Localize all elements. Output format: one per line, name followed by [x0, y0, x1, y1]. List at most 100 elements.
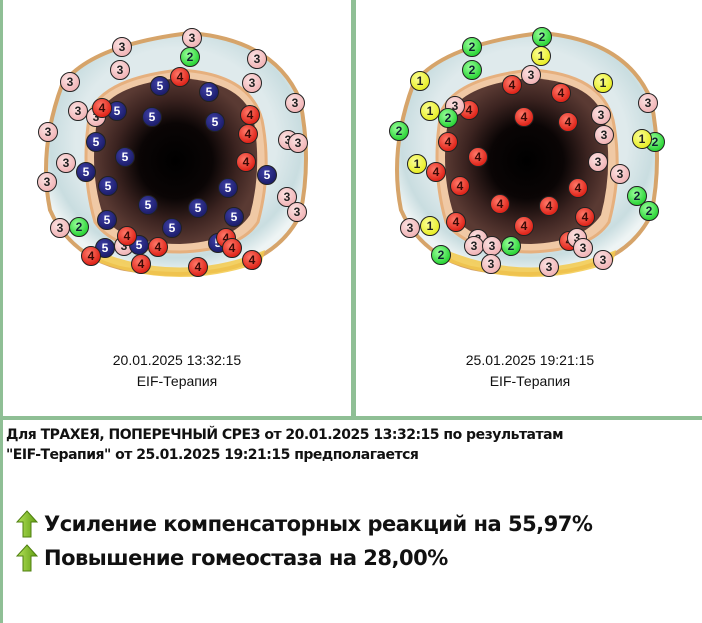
marker-level-4[interactable]: 4 [568, 178, 588, 198]
marker-level-3[interactable]: 3 [287, 202, 307, 222]
marker-level-2[interactable]: 2 [438, 108, 458, 128]
marker-level-4[interactable]: 4 [426, 162, 446, 182]
result-text-homeostasis: Повышение гомеостаза на 28,00% [44, 546, 448, 570]
marker-level-2[interactable]: 2 [431, 245, 451, 265]
marker-level-4[interactable]: 4 [551, 83, 571, 103]
marker-level-3[interactable]: 3 [112, 37, 132, 57]
marker-level-3[interactable]: 3 [400, 218, 420, 238]
marker-level-4[interactable]: 4 [81, 246, 101, 266]
marker-level-4[interactable]: 4 [238, 124, 258, 144]
marker-level-3[interactable]: 3 [182, 28, 202, 48]
marker-level-3[interactable]: 3 [591, 105, 611, 125]
marker-level-5[interactable]: 5 [224, 207, 244, 227]
marker-level-4[interactable]: 4 [92, 98, 112, 118]
marker-level-4[interactable]: 4 [490, 194, 510, 214]
marker-level-3[interactable]: 3 [521, 65, 541, 85]
method-after: EIF-Терапия [489, 373, 571, 389]
marker-level-5[interactable]: 5 [199, 82, 219, 102]
marker-level-3[interactable]: 3 [38, 122, 58, 142]
marker-level-4[interactable]: 4 [558, 112, 578, 132]
marker-level-3[interactable]: 3 [37, 172, 57, 192]
marker-level-2[interactable]: 2 [462, 37, 482, 57]
marker-level-2[interactable]: 2 [532, 27, 552, 47]
marker-level-3[interactable]: 3 [588, 152, 608, 172]
marker-level-2[interactable]: 2 [180, 47, 200, 67]
marker-level-1[interactable]: 1 [632, 129, 652, 149]
panel-divider-vertical [351, 0, 356, 418]
marker-level-4[interactable]: 4 [236, 152, 256, 172]
marker-level-4[interactable]: 4 [438, 132, 458, 152]
marker-level-4[interactable]: 4 [170, 67, 190, 87]
marker-level-3[interactable]: 3 [594, 125, 614, 145]
summary-line-2: "EIF-Терапия" от 25.01.2025 19:21:15 пре… [6, 447, 419, 463]
marker-level-4[interactable]: 4 [117, 226, 137, 246]
marker-level-3[interactable]: 3 [638, 93, 658, 113]
marker-level-4[interactable]: 4 [446, 212, 466, 232]
marker-level-4[interactable]: 4 [240, 105, 260, 125]
marker-level-4[interactable]: 4 [575, 207, 595, 227]
marker-level-4[interactable]: 4 [514, 216, 534, 236]
summary-line-1: Для ТРАХЕЯ, ПОПЕРЕЧНЫЙ СРЕЗ от 20.01.202… [6, 427, 564, 443]
marker-level-1[interactable]: 1 [531, 46, 551, 66]
marker-level-5[interactable]: 5 [142, 107, 162, 127]
marker-level-3[interactable]: 3 [242, 73, 262, 93]
marker-level-3[interactable]: 3 [593, 250, 613, 270]
marker-level-3[interactable]: 3 [247, 49, 267, 69]
marker-level-5[interactable]: 5 [205, 112, 225, 132]
marker-level-5[interactable]: 5 [218, 178, 238, 198]
marker-level-1[interactable]: 1 [593, 73, 613, 93]
marker-level-3[interactable]: 3 [285, 93, 305, 113]
marker-level-3[interactable]: 3 [482, 236, 502, 256]
marker-level-4[interactable]: 4 [502, 75, 522, 95]
result-item-compensatory: Усиление компенсаторных реакций на 55,97… [16, 509, 593, 539]
arrow-up-icon [16, 510, 38, 538]
marker-level-5[interactable]: 5 [188, 198, 208, 218]
marker-level-1[interactable]: 1 [407, 154, 427, 174]
marker-level-4[interactable]: 4 [222, 238, 242, 258]
marker-level-3[interactable]: 3 [539, 257, 559, 277]
marker-level-5[interactable]: 5 [76, 162, 96, 182]
marker-level-2[interactable]: 2 [389, 121, 409, 141]
marker-level-2[interactable]: 2 [462, 60, 482, 80]
marker-level-4[interactable]: 4 [514, 107, 534, 127]
marker-level-3[interactable]: 3 [573, 238, 593, 258]
marker-level-5[interactable]: 5 [86, 132, 106, 152]
panel-divider-horizontal [0, 416, 702, 420]
marker-level-4[interactable]: 4 [242, 250, 262, 270]
marker-level-4[interactable]: 4 [131, 254, 151, 274]
marker-level-3[interactable]: 3 [60, 72, 80, 92]
marker-level-3[interactable]: 3 [56, 153, 76, 173]
method-before: EIF-Терапия [136, 373, 218, 389]
marker-level-5[interactable]: 5 [97, 210, 117, 230]
marker-level-1[interactable]: 1 [420, 216, 440, 236]
marker-level-1[interactable]: 1 [410, 71, 430, 91]
marker-level-3[interactable]: 3 [610, 164, 630, 184]
marker-level-2[interactable]: 2 [501, 236, 521, 256]
marker-level-5[interactable]: 5 [162, 218, 182, 238]
marker-level-3[interactable]: 3 [68, 101, 88, 121]
marker-level-5[interactable]: 5 [150, 76, 170, 96]
marker-level-4[interactable]: 4 [148, 237, 168, 257]
marker-level-3[interactable]: 3 [50, 218, 70, 238]
marker-level-5[interactable]: 5 [138, 195, 158, 215]
marker-level-4[interactable]: 4 [539, 196, 559, 216]
marker-level-4[interactable]: 4 [468, 147, 488, 167]
marker-level-3[interactable]: 3 [110, 60, 130, 80]
caption-before: 20.01.2025 13:32:15 EIF-Терапия [3, 350, 351, 392]
marker-level-5[interactable]: 5 [98, 176, 118, 196]
caption-after: 25.01.2025 19:21:15 EIF-Терапия [356, 350, 702, 392]
marker-level-1[interactable]: 1 [420, 101, 440, 121]
marker-level-3[interactable]: 3 [464, 236, 484, 256]
marker-level-5[interactable]: 5 [257, 165, 277, 185]
marker-level-4[interactable]: 4 [450, 176, 470, 196]
marker-level-2[interactable]: 2 [627, 186, 647, 206]
timestamp-after: 25.01.2025 19:21:15 [465, 352, 595, 368]
marker-level-4[interactable]: 4 [188, 257, 208, 277]
window-left-border [0, 0, 3, 623]
marker-level-3[interactable]: 3 [481, 254, 501, 274]
marker-level-2[interactable]: 2 [69, 217, 89, 237]
marker-level-5[interactable]: 5 [115, 147, 135, 167]
marker-level-3[interactable]: 3 [288, 133, 308, 153]
summary-text: Для ТРАХЕЯ, ПОПЕРЕЧНЫЙ СРЕЗ от 20.01.202… [6, 425, 696, 465]
marker-level-2[interactable]: 2 [639, 201, 659, 221]
